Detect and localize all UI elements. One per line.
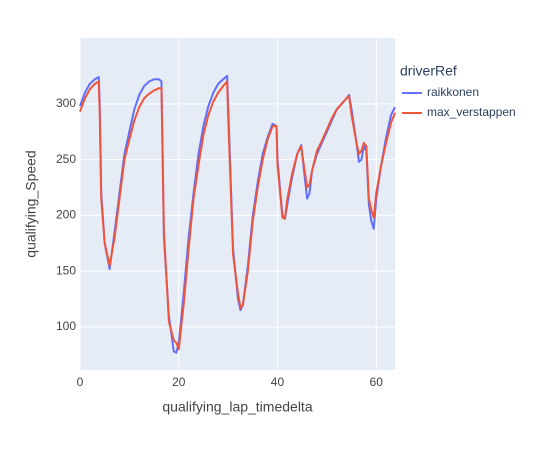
lines xyxy=(79,74,396,354)
series-line xyxy=(79,80,396,351)
legend-label: raikkonen xyxy=(427,85,479,99)
legend-title: driverRef xyxy=(400,63,457,79)
x-axis-title: qualifying_lap_timedelta xyxy=(162,399,312,415)
y-tick-label: 150 xyxy=(56,263,76,277)
x-tick-label: 40 xyxy=(271,375,285,389)
y-axis-title: qualifying_Speed xyxy=(23,150,39,257)
legend: raikkonen max_verstappen xyxy=(402,85,516,119)
y-tick-label: 300 xyxy=(56,96,76,110)
x-tick-label: 0 xyxy=(77,375,84,389)
legend-label: max_verstappen xyxy=(427,105,516,119)
y-tick-label: 200 xyxy=(56,208,76,222)
y-tick-label: 250 xyxy=(56,152,76,166)
plot-area xyxy=(80,38,395,370)
x-tick-label: 20 xyxy=(172,375,186,389)
y-tick-label: 100 xyxy=(56,319,76,333)
x-tick-label: 60 xyxy=(370,375,384,389)
